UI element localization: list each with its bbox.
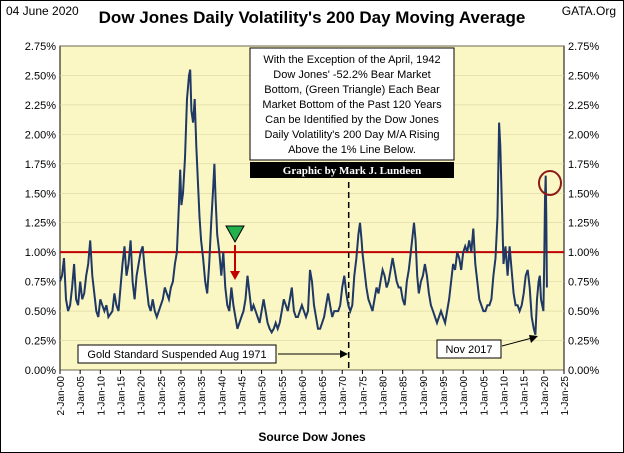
x-tick-label: 1-Jan-15 <box>520 376 531 416</box>
y-tick-label-right: 1.25% <box>568 218 599 230</box>
x-tick-label: 1-Jan-50 <box>258 376 269 416</box>
annotation-line-5: Can be Identified by the Dow Jones <box>265 114 439 126</box>
recent-peak-circle <box>538 170 562 196</box>
source-label: GATA.Org <box>561 4 616 18</box>
x-tick-label: 1-Jan-00 <box>459 376 470 416</box>
x-tick-label: 1-Jan-20 <box>540 376 551 416</box>
gold-label-box <box>77 344 277 364</box>
gold-label-text: Gold Standard Suspended Aug 1971 <box>87 349 266 361</box>
x-tick-label: 2-Jan-00 <box>56 376 67 416</box>
x-tick-label: 1-Jan-05 <box>479 376 490 416</box>
y-tick-label-right: 1.00% <box>568 247 599 259</box>
annotation-line-6: Daily Volatility's 200 Day M/A Rising <box>264 129 439 141</box>
nov-label-text: Nov 2017 <box>445 344 492 356</box>
x-tick-label: 1-Jan-25 <box>157 376 168 416</box>
x-tick-label: 1-Jan-10 <box>96 376 107 416</box>
volatility-series-line <box>59 69 548 335</box>
nov-arrow-line <box>501 337 533 347</box>
x-tick-label: 1-Jan-10 <box>500 376 511 416</box>
y-tick-label-right: 2.50% <box>568 70 599 82</box>
y-tick-label-right: 2.25% <box>568 100 599 112</box>
x-tick-label: 1-Jan-75 <box>358 376 369 416</box>
x-tick-label: 1-Jan-60 <box>298 376 309 416</box>
x-tick-label: 1-Jan-45 <box>237 376 248 416</box>
x-tick-label: 1-Jan-30 <box>177 376 188 416</box>
x-tick-label: 1-Jan-70 <box>338 376 349 416</box>
y-tick-label-left: 2.50% <box>25 70 56 82</box>
y-tick-label-left: 1.00% <box>25 247 56 259</box>
y-tick-label-left: 0.25% <box>25 336 56 348</box>
y-tick-label-left: 0.00% <box>25 365 56 377</box>
x-tick-label: 1-Jan-40 <box>217 376 228 416</box>
x-tick-label: 1-Jan-55 <box>278 376 289 416</box>
y-axis-left: 0.00% 0.25% 0.50% 0.75% 1.00% 1.25% 1.50% 1.75%… <box>25 41 56 377</box>
annotation-line-4: Market Bottom of the Past 120 Years <box>262 99 442 111</box>
nov-arrow-head <box>529 335 538 343</box>
y-tick-label-left: 0.75% <box>25 277 56 289</box>
annotation-line-2: Dow Jones' -52.2% Bear Market <box>273 69 430 81</box>
y-tick-label-left: 2.00% <box>25 129 56 141</box>
green-triangle-marker <box>225 225 245 244</box>
y-tick-label-left: 1.50% <box>25 188 56 200</box>
y-tick-label-left: 1.75% <box>25 159 56 171</box>
plot-area <box>59 45 565 371</box>
x-tick-label: 1-Jan-80 <box>379 376 390 416</box>
red-arrow-head <box>230 271 240 280</box>
x-tick-label: 1-Jan-90 <box>419 376 430 416</box>
date-label: 04 June 2020 <box>6 4 79 18</box>
y-tick-label-right: 2.75% <box>568 41 599 53</box>
annotation-line-7: Above the 1% Line Below. <box>288 144 416 156</box>
gold-arrow-head <box>340 350 348 358</box>
y-tick-label-left: 1.25% <box>25 218 56 230</box>
y-tick-label-right: 0.25% <box>568 336 599 348</box>
y-tick-label-left: 2.25% <box>25 100 56 112</box>
x-tick-label: 1-Jan-65 <box>318 376 329 416</box>
y-tick-label-right: 1.50% <box>568 188 599 200</box>
y-tick-label-left: 2.75% <box>25 41 56 53</box>
y-tick-label-left: 0.50% <box>25 306 56 318</box>
y-tick-label-right: 0.00% <box>568 365 599 377</box>
x-axis: 2-Jan-00 1-Jan-05 1-Jan-10 1-Jan-15 1-Jan-20… <box>56 370 571 415</box>
credit-text: Graphic by Mark J. Lundeen <box>283 165 421 177</box>
y-tick-label-right: 0.50% <box>568 306 599 318</box>
y-tick-label-right: 1.75% <box>568 159 599 171</box>
y-axis-right: 0.00% 0.25% 0.50% 0.75% 1.00% 1.25% 1.50% 1.75%… <box>568 41 599 377</box>
x-tick-label: 1-Jan-95 <box>439 376 450 416</box>
annotation-line-3: Bottom, (Green Triangle) Each Bear <box>264 84 440 96</box>
x-tick-label: 1-Jan-15 <box>116 376 127 416</box>
x-tick-label: 1-Jan-85 <box>399 376 410 416</box>
x-tick-label: 1-Jan-35 <box>197 376 208 416</box>
credit-banner <box>250 162 454 178</box>
y-tick-label-right: 2.00% <box>568 129 599 141</box>
chart-title: Dow Jones Daily Volatility's 200 Day Mov… <box>98 8 526 27</box>
x-tick-label: 1-Jan-25 <box>560 376 571 416</box>
x-tick-label: 1-Jan-20 <box>137 376 148 416</box>
nov-label-box <box>436 339 502 359</box>
x-axis-title: Source Dow Jones <box>258 430 366 444</box>
annotation-line-1: With the Exception of the April, 1942 <box>263 54 440 66</box>
x-tick-label: 1-Jan-05 <box>76 376 87 416</box>
annotation-box <box>249 47 455 161</box>
y-tick-label-right: 0.75% <box>568 277 599 289</box>
